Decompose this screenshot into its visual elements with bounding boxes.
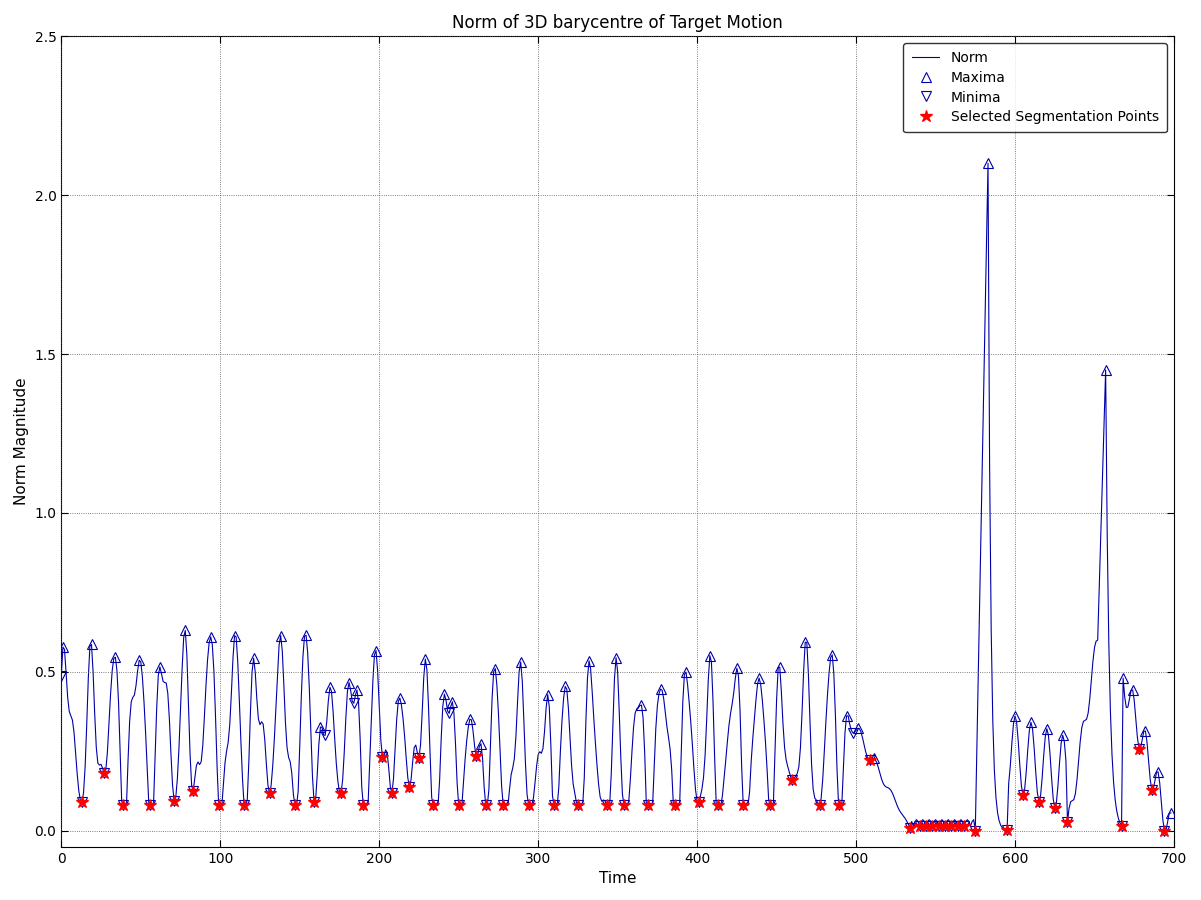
Y-axis label: Norm Magnitude: Norm Magnitude [14,378,29,505]
Minima [1016,790,1030,801]
Norm [1164,807,1178,818]
Maxima [369,645,383,656]
Minima [668,800,682,811]
Legend: Norm, Maxima, Minima, Selected Segmentation Points: Norm, Maxima, Minima, Selected Segmentat… [903,43,1167,132]
Minima [347,698,362,708]
Norm [968,825,982,836]
Selected Segmentation Points [478,800,492,811]
Maxima [55,642,70,652]
Line: Minima: Minima [56,671,1170,836]
Maxima [752,672,766,683]
Norm [981,158,996,169]
Norm [938,821,952,832]
Maxima [393,693,407,704]
Maxima [825,650,839,661]
Maxima [1151,767,1165,778]
Line: Norm: Norm [61,164,1171,831]
Line: Maxima: Maxima [58,158,1176,818]
Line: Selected Segmentation Points: Selected Segmentation Points [76,742,1171,837]
Selected Segmentation Points [74,796,89,807]
Minima [54,670,68,681]
Minima [1158,825,1172,836]
Norm [54,670,68,681]
X-axis label: Time: Time [599,871,637,886]
Maxima [1164,807,1178,818]
Selected Segmentation Points [812,799,826,810]
Minima [968,825,982,836]
Maxima [313,722,328,733]
Selected Segmentation Points [736,800,751,811]
Norm [180,650,195,661]
Norm [447,707,461,718]
Norm [1106,777,1121,788]
Selected Segmentation Points [1131,743,1146,754]
Minima [442,708,456,719]
Minima [763,800,777,811]
Maxima [981,158,996,169]
Norm [652,688,667,699]
Selected Segmentation Points [1158,825,1172,836]
Selected Segmentation Points [97,768,112,778]
Selected Segmentation Points [968,825,982,836]
Minima [318,730,333,741]
Norm [133,656,148,667]
Selected Segmentation Points [864,754,878,765]
Selected Segmentation Points [938,821,952,832]
Title: Norm of 3D barycentre of Target Motion: Norm of 3D barycentre of Target Motion [453,14,783,32]
